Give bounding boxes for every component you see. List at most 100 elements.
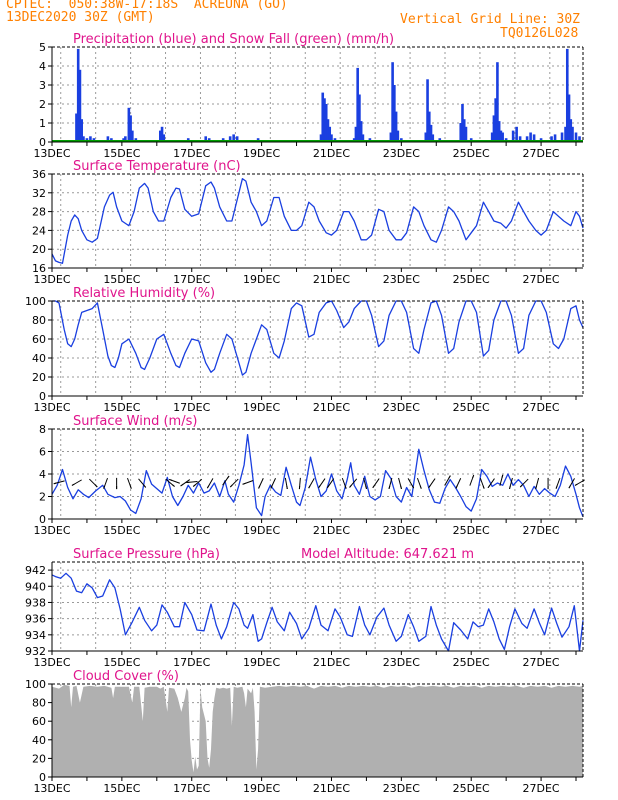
y-tick-label: 24 — [32, 224, 46, 237]
x-tick-label: 19DEC — [243, 656, 280, 669]
wind-arrow-head — [365, 485, 368, 489]
x-tick-label: 21DEC — [313, 401, 350, 414]
x-tick-label: 17DEC — [173, 524, 210, 537]
x-tick-label: 27DEC — [523, 524, 560, 537]
precip-bar — [330, 134, 333, 142]
wind-arrow — [186, 481, 198, 484]
x-tick-label: 21DEC — [313, 147, 350, 160]
precip-bar — [532, 134, 536, 142]
precip-bar — [464, 126, 468, 142]
wind-arrow-head — [242, 482, 246, 485]
wind-arrow-head — [229, 484, 233, 488]
panel-2: 0 20 40 60 80 100 13DEC 15DEC 17DEC 19DEC 21DEC 23D… — [25, 286, 584, 414]
wind-arrow-head — [318, 484, 321, 489]
wind-arrow-shaft — [189, 481, 198, 483]
y-tick-label: 0 — [39, 136, 46, 149]
wind-arrow-shaft — [522, 478, 529, 486]
wind-arrow-shaft — [172, 480, 180, 484]
wind-arrow-shaft — [138, 478, 145, 486]
x-tick-label: 13DEC — [33, 273, 70, 286]
y-tick-label: 0 — [39, 390, 46, 403]
wind-arrow-shaft — [398, 477, 402, 486]
wind-arrow — [242, 480, 254, 485]
x-tick-label: 23DEC — [383, 273, 420, 286]
series-line — [51, 572, 584, 652]
x-tick-label: 21DEC — [313, 656, 350, 669]
y-tick-label: 36 — [32, 168, 46, 181]
precip-bar — [424, 132, 428, 142]
wind-arrow-shaft — [351, 478, 358, 486]
wind-arrow — [349, 478, 358, 488]
wind-arrow — [555, 477, 561, 489]
x-tick-label: 15DEC — [103, 656, 140, 669]
wind-arrow-shaft — [577, 479, 585, 485]
precip-bar — [553, 134, 557, 142]
y-tick-label: 28 — [32, 206, 46, 219]
precip-bar — [89, 136, 92, 142]
precip-bar — [569, 119, 573, 142]
wind-arrow — [192, 478, 203, 487]
wind-arrow — [71, 479, 82, 486]
series-line — [51, 433, 584, 518]
wind-arrow-shaft — [407, 478, 413, 486]
y-tick-label: 936 — [25, 613, 46, 626]
x-tick-label: 17DEC — [173, 147, 210, 160]
wind-arrow — [363, 477, 368, 489]
x-tick-label: 15DEC — [103, 147, 140, 160]
grid — [52, 47, 583, 142]
wind-arrow-head — [143, 484, 147, 488]
wind-arrow-shaft — [165, 478, 173, 485]
wind-arrow-shaft — [570, 478, 575, 486]
y-tick-label: 16 — [32, 262, 46, 275]
wind-arrow-shaft — [430, 478, 436, 486]
wind-arrow — [165, 478, 175, 487]
grid — [52, 174, 583, 268]
precip-bar — [389, 132, 393, 142]
wind-arrow-head — [509, 485, 511, 489]
precip-bar — [565, 48, 569, 142]
x-tick-label: 19DEC — [243, 273, 280, 286]
precip-bar — [106, 136, 110, 142]
precip-bar — [129, 115, 132, 142]
header-station: CPTEC: 050:38W-17:18S ACREUNA (GO) — [6, 0, 288, 12]
wind-arrow-head — [372, 484, 376, 489]
header-grid-note: Vertical Grid Line: 30Z — [400, 12, 581, 27]
wind-arrow — [535, 477, 540, 489]
y-tick-label: 4 — [39, 60, 46, 73]
wind-arrow-head — [192, 484, 196, 487]
precip-bar — [361, 134, 365, 142]
wind-arrow — [487, 478, 495, 489]
wind-arrow — [298, 477, 301, 490]
wind-arrow-shaft — [299, 477, 301, 486]
precip-bar — [328, 126, 332, 142]
wind-arrow-shaft — [127, 477, 131, 486]
wind-arrow-head — [400, 485, 402, 489]
wind-arrow — [180, 479, 191, 487]
wind-arrow-head — [103, 485, 106, 489]
wind-arrow — [469, 474, 475, 486]
cloud-cover-area — [52, 684, 583, 777]
wind-arrow-shaft — [245, 480, 254, 484]
x-tick-label: 25DEC — [453, 273, 490, 286]
wind-arrow-shaft — [74, 479, 82, 485]
wind-arrow — [407, 478, 415, 489]
wind-arrow-shaft — [328, 478, 335, 486]
wind-arrow-head — [419, 485, 422, 489]
panel-1: 16 20 24 28 32 36 13DEC 15DEC 17DEC 19DEC 21DEC 23D… — [32, 159, 584, 286]
wind-arrow — [270, 478, 276, 489]
x-tick-label: 25DEC — [453, 147, 490, 160]
x-tick-label: 21DEC — [313, 273, 350, 286]
x-tick-label: 21DEC — [313, 782, 350, 795]
wind-arrow-head — [568, 485, 571, 489]
x-tick-label: 15DEC — [103, 782, 140, 795]
header-code: TQ0126L028 — [500, 26, 579, 41]
x-tick-label: 27DEC — [523, 273, 560, 286]
panel-annotation: Model Altitude: 647.621 m — [301, 547, 474, 562]
precip-bar — [354, 126, 358, 142]
wind-arrow-head — [286, 485, 288, 490]
panel-4: 932 934 936 938 940 942 13DEC 15DEC 17DEC 19DEC 21… — [25, 547, 584, 669]
wind-arrow-head — [482, 485, 485, 489]
x-tick-label: 19DEC — [243, 782, 280, 795]
y-tick-label: 60 — [32, 333, 46, 346]
